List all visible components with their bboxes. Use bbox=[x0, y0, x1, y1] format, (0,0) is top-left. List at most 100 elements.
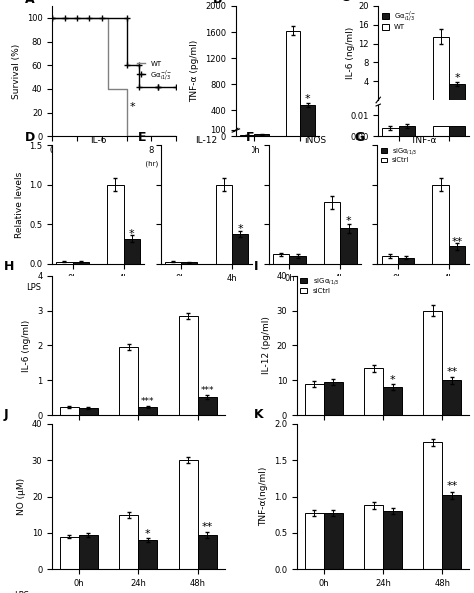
Bar bbox=[119, 347, 138, 415]
Bar bbox=[240, 135, 255, 136]
Bar bbox=[198, 535, 217, 569]
Gα$_{i1/3}^{-/-}$ bbox=[173, 83, 179, 90]
Bar bbox=[383, 387, 402, 415]
Bar bbox=[383, 511, 402, 569]
Gα$_{i1/3}^{-/-}$ bbox=[124, 62, 129, 69]
WT bbox=[105, 14, 111, 21]
Bar bbox=[324, 382, 343, 415]
Bar bbox=[60, 407, 79, 415]
Bar bbox=[423, 442, 442, 569]
Bar bbox=[364, 368, 383, 415]
Bar bbox=[340, 228, 356, 264]
Bar bbox=[383, 128, 399, 136]
Text: F: F bbox=[246, 130, 255, 144]
Text: *: * bbox=[129, 229, 135, 239]
Y-axis label: IL-6 (ng/ml): IL-6 (ng/ml) bbox=[22, 319, 31, 372]
Bar bbox=[79, 535, 98, 569]
Text: B: B bbox=[213, 0, 222, 7]
Y-axis label: IL-12 (pg/ml): IL-12 (pg/ml) bbox=[262, 317, 271, 374]
Text: E: E bbox=[137, 130, 146, 144]
WT bbox=[173, 133, 179, 140]
Text: H: H bbox=[4, 260, 14, 273]
Y-axis label: IL-6 (ng/ml): IL-6 (ng/ml) bbox=[346, 27, 355, 79]
Bar bbox=[60, 537, 79, 569]
Line: Gα$_{i1/3}^{-/-}$: Gα$_{i1/3}^{-/-}$ bbox=[49, 15, 179, 90]
Text: **: ** bbox=[451, 237, 463, 247]
Title: IL-6: IL-6 bbox=[90, 136, 106, 145]
Bar bbox=[255, 135, 269, 136]
Bar bbox=[433, 126, 449, 136]
Bar bbox=[179, 460, 198, 569]
X-axis label: Time post LPS+D-gal (hr): Time post LPS+D-gal (hr) bbox=[70, 161, 158, 167]
Line: WT: WT bbox=[52, 18, 176, 136]
Text: *: * bbox=[305, 94, 310, 104]
Bar bbox=[324, 202, 340, 264]
Text: G: G bbox=[355, 130, 365, 144]
Bar bbox=[449, 84, 465, 100]
Bar bbox=[432, 185, 449, 264]
Bar bbox=[179, 316, 198, 415]
Text: *: * bbox=[454, 73, 460, 83]
Bar bbox=[165, 262, 181, 264]
Text: *: * bbox=[390, 375, 395, 385]
Bar bbox=[124, 238, 140, 264]
Bar bbox=[449, 247, 465, 264]
Bar bbox=[305, 512, 324, 569]
Bar bbox=[79, 408, 98, 415]
Text: LPS: LPS bbox=[27, 283, 41, 292]
WT bbox=[124, 85, 129, 93]
Bar bbox=[442, 380, 461, 415]
Bar bbox=[398, 257, 414, 264]
Bar bbox=[285, 31, 300, 136]
Title: iNOS: iNOS bbox=[304, 136, 326, 145]
Bar bbox=[198, 397, 217, 415]
Bar bbox=[138, 540, 157, 569]
Gα$_{i1/3}^{-/-}$ bbox=[136, 83, 142, 90]
Legend: WT, Gα$_{i1/3}^{-/-}$: WT, Gα$_{i1/3}^{-/-}$ bbox=[137, 60, 173, 82]
Bar bbox=[442, 495, 461, 569]
Bar bbox=[399, 126, 415, 136]
Text: **: ** bbox=[447, 367, 457, 377]
Text: LPS: LPS bbox=[14, 591, 29, 593]
Text: J: J bbox=[4, 408, 9, 421]
Bar bbox=[107, 185, 124, 264]
Text: ***: *** bbox=[141, 397, 155, 406]
Text: **: ** bbox=[201, 522, 213, 532]
Legend: Gα$_{i1/3}^{-/-}$, WT: Gα$_{i1/3}^{-/-}$, WT bbox=[382, 9, 417, 30]
Text: *: * bbox=[130, 103, 136, 112]
Gα$_{i1/3}^{-/-}$ bbox=[155, 83, 161, 90]
Bar bbox=[300, 105, 315, 136]
Text: D: D bbox=[25, 130, 35, 144]
Bar bbox=[364, 505, 383, 569]
Y-axis label: TNF-α(ng/ml): TNF-α(ng/ml) bbox=[259, 467, 268, 527]
Text: A: A bbox=[25, 0, 35, 7]
Bar bbox=[232, 234, 248, 264]
Legend: siGα$_{i1/3}$, siCtrl: siGα$_{i1/3}$, siCtrl bbox=[301, 276, 339, 294]
Bar bbox=[73, 262, 89, 264]
Title: IL-12: IL-12 bbox=[195, 136, 218, 145]
Gα$_{i1/3}^{-/-}$ bbox=[136, 62, 142, 69]
WT bbox=[49, 14, 55, 21]
Bar bbox=[290, 256, 306, 264]
WT bbox=[124, 133, 129, 140]
Legend: siGα$_{i1/3}$, siCtrl: siGα$_{i1/3}$, siCtrl bbox=[381, 146, 417, 164]
Y-axis label: NO (μM): NO (μM) bbox=[17, 478, 26, 515]
Bar bbox=[56, 262, 73, 264]
Bar bbox=[382, 256, 398, 264]
Y-axis label: TNF-α (pg/ml): TNF-α (pg/ml) bbox=[191, 40, 200, 102]
Gα$_{i1/3}^{-/-}$ bbox=[155, 83, 161, 90]
Bar bbox=[181, 262, 197, 264]
Bar bbox=[324, 512, 343, 569]
Bar bbox=[423, 311, 442, 415]
Bar bbox=[449, 126, 465, 136]
WT bbox=[105, 85, 111, 93]
Bar bbox=[305, 384, 324, 415]
Bar bbox=[433, 37, 449, 100]
Text: **: ** bbox=[447, 481, 457, 490]
Text: *: * bbox=[237, 224, 243, 234]
Y-axis label: Relative levels: Relative levels bbox=[15, 171, 24, 238]
Y-axis label: Survival (%): Survival (%) bbox=[12, 43, 21, 99]
Text: *: * bbox=[145, 528, 151, 538]
Text: *: * bbox=[346, 216, 351, 227]
Gα$_{i1/3}^{-/-}$ bbox=[49, 14, 55, 21]
